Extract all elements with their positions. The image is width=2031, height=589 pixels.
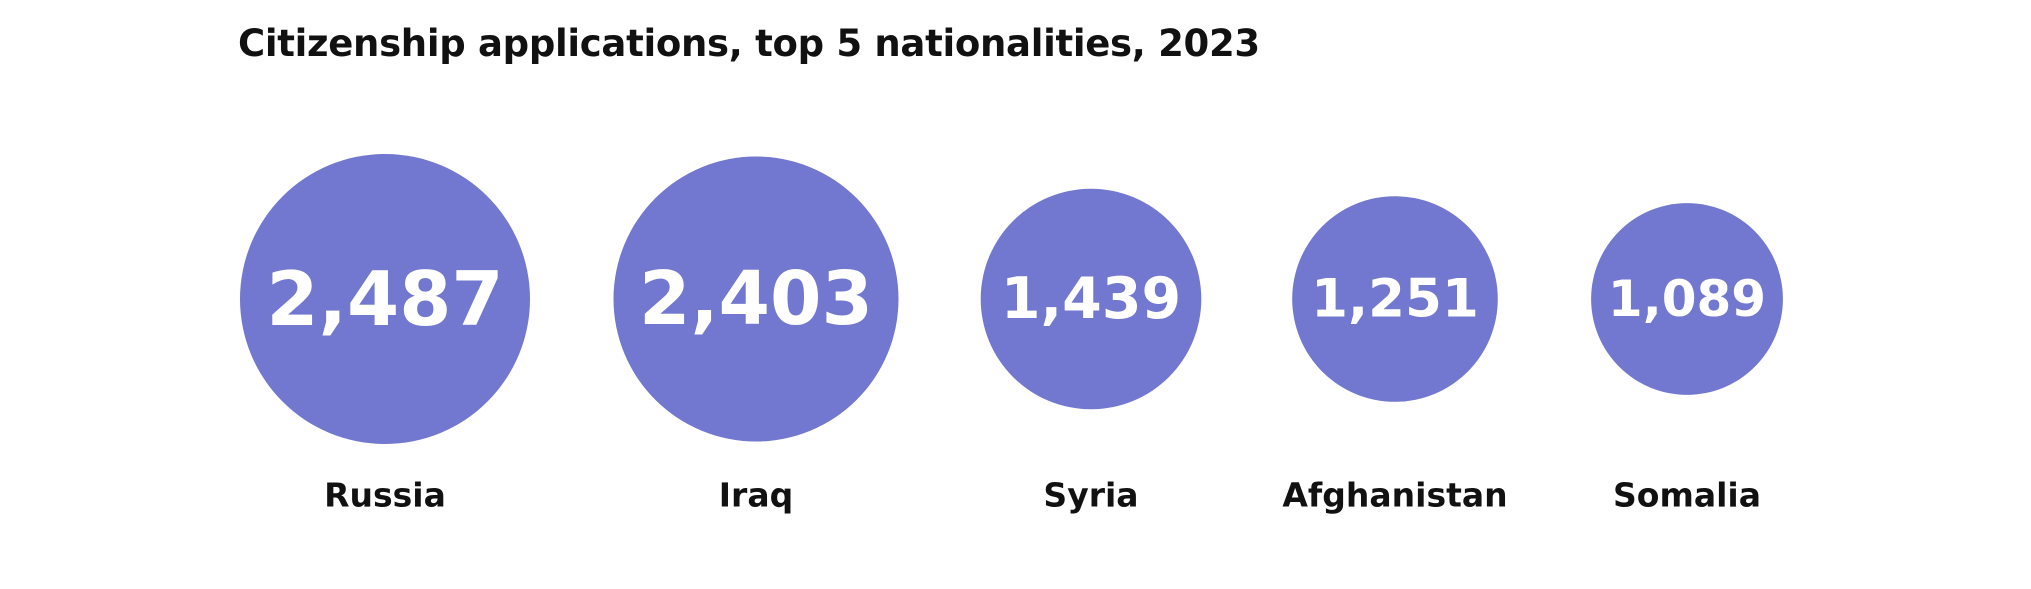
value-label-afghanistan: 1,251 — [1311, 269, 1479, 330]
bubble-somalia — [1591, 203, 1783, 395]
category-label-somalia: Somalia — [1613, 476, 1761, 515]
bubbles-group: 2,487 2,403 1,439 1,251 1,089 — [240, 154, 1783, 444]
category-label-russia: Russia — [324, 476, 446, 515]
value-label-russia: 2,487 — [266, 255, 503, 343]
bubble-iraq — [613, 156, 899, 442]
bubble-afghanistan — [1292, 196, 1498, 402]
value-label-iraq: 2,403 — [639, 256, 873, 342]
labels-group: Russia Iraq Syria Afghanistan Somalia — [324, 476, 1761, 515]
category-label-iraq: Iraq — [719, 476, 793, 515]
category-label-afghanistan: Afghanistan — [1282, 476, 1507, 515]
value-label-somalia: 1,089 — [1608, 270, 1766, 328]
bubble-russia — [240, 154, 530, 444]
category-label-syria: Syria — [1043, 476, 1138, 515]
bubble-syria — [980, 188, 1202, 410]
chart-title: Citizenship applications, top 5 national… — [238, 22, 1260, 65]
value-label-syria: 1,439 — [1001, 266, 1181, 332]
